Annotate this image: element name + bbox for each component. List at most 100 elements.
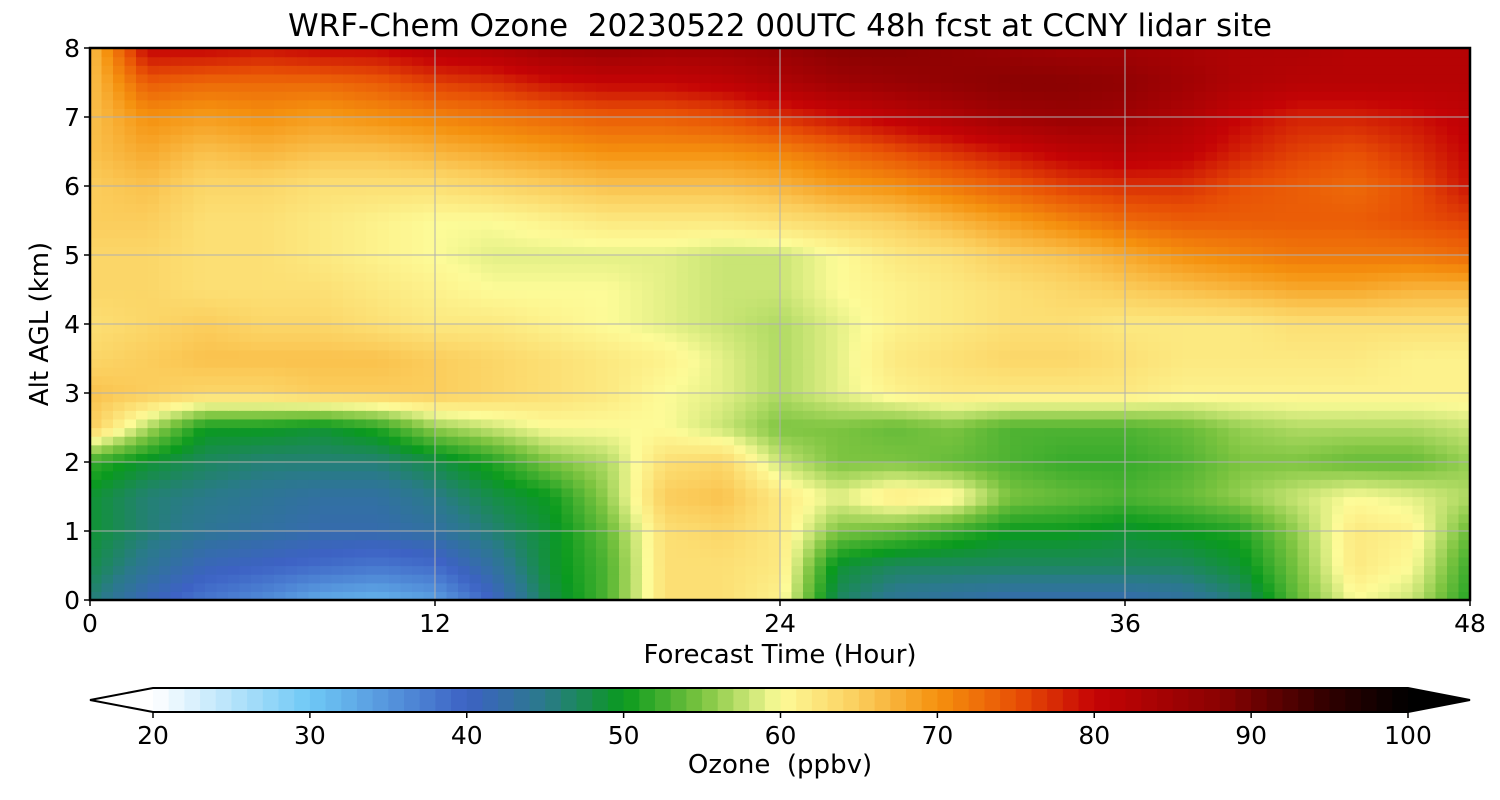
- heatmap-cell: [159, 496, 172, 506]
- heatmap-cell: [607, 487, 620, 498]
- heatmap-cell: [803, 548, 816, 558]
- heatmap-cell: [228, 513, 241, 523]
- heatmap-cell: [607, 565, 620, 575]
- heatmap-cell: [1148, 539, 1161, 549]
- heatmap-cell: [665, 479, 678, 489]
- heatmap-cell: [1125, 332, 1138, 342]
- heatmap-cell: [826, 289, 839, 299]
- heatmap-cell: [1171, 470, 1184, 480]
- heatmap-cell: [883, 444, 896, 454]
- heatmap-cell: [918, 427, 931, 437]
- heatmap-cell: [1458, 324, 1470, 334]
- heatmap-cell: [895, 349, 908, 360]
- heatmap-cell: [481, 298, 494, 308]
- heatmap-cell: [1401, 324, 1414, 334]
- heatmap-cell: [1458, 574, 1470, 584]
- heatmap-cell: [412, 237, 425, 247]
- heatmap-cell: [377, 582, 390, 592]
- heatmap-cell: [435, 531, 448, 541]
- heatmap-cell: [941, 496, 954, 506]
- heatmap-cell: [1240, 358, 1253, 368]
- heatmap-cell: [423, 315, 436, 325]
- heatmap-cell: [964, 556, 977, 567]
- heatmap-cell: [136, 591, 149, 600]
- heatmap-cell: [941, 548, 954, 558]
- heatmap-cell: [1205, 306, 1218, 316]
- heatmap-cell: [446, 574, 459, 584]
- heatmap-cell: [113, 479, 126, 489]
- heatmap-cell: [1228, 444, 1241, 454]
- heatmap-cell: [1182, 246, 1195, 256]
- heatmap-cell: [676, 453, 689, 463]
- heatmap-cell: [228, 531, 241, 541]
- heatmap-cell: [1090, 255, 1103, 265]
- heatmap-cell: [596, 341, 609, 351]
- heatmap-cell: [1159, 565, 1172, 575]
- heatmap-cell: [113, 384, 126, 394]
- heatmap-cell: [193, 582, 206, 592]
- heatmap-cell: [1424, 289, 1437, 299]
- heatmap-cell: [239, 349, 252, 360]
- heatmap-cell: [642, 306, 655, 316]
- heatmap-cell: [1320, 548, 1333, 558]
- heatmap-cell: [354, 280, 367, 291]
- heatmap-cell: [1355, 375, 1368, 385]
- heatmap-cell: [998, 444, 1011, 454]
- heatmap-cell: [1067, 470, 1080, 480]
- heatmap-cell: [653, 574, 666, 584]
- heatmap-cell: [377, 470, 390, 480]
- heatmap-cell: [860, 289, 873, 299]
- heatmap-cell: [435, 332, 448, 342]
- heatmap-cell: [872, 349, 885, 360]
- heatmap-cell: [469, 453, 482, 463]
- heatmap-cell: [412, 418, 425, 429]
- heatmap-cell: [860, 574, 873, 584]
- heatmap-cell: [515, 505, 528, 515]
- heatmap-cell: [320, 565, 333, 575]
- heatmap-cell: [274, 289, 287, 299]
- heatmap-cell: [170, 470, 183, 480]
- heatmap-cell: [492, 479, 505, 489]
- heatmap-cell: [90, 237, 103, 247]
- heatmap-cell: [1435, 332, 1448, 342]
- heatmap-cell: [1182, 565, 1195, 575]
- heatmap-cell: [561, 384, 574, 394]
- heatmap-cell: [895, 582, 908, 592]
- heatmap-cell: [1343, 444, 1356, 454]
- heatmap-cell: [538, 487, 551, 498]
- heatmap-cell: [1010, 548, 1023, 558]
- heatmap-cell: [343, 556, 356, 567]
- heatmap-cell: [274, 582, 287, 592]
- heatmap-cell: [1217, 574, 1230, 584]
- heatmap-cell: [1447, 436, 1460, 446]
- heatmap-cell: [941, 315, 954, 325]
- heatmap-cell: [1366, 479, 1379, 489]
- heatmap-cell: [389, 531, 402, 541]
- heatmap-cell: [90, 263, 103, 273]
- heatmap-cell: [630, 513, 643, 523]
- heatmap-cell: [1194, 531, 1207, 541]
- heatmap-cell: [998, 358, 1011, 368]
- heatmap-cell: [584, 237, 597, 247]
- heatmap-cell: [308, 272, 321, 282]
- heatmap-cell: [676, 306, 689, 316]
- heatmap-cell: [745, 263, 758, 273]
- heatmap-cell: [320, 280, 333, 291]
- heatmap-cell: [170, 418, 183, 429]
- heatmap-cell: [331, 246, 344, 256]
- heatmap-cell: [619, 556, 632, 567]
- heatmap-cell: [1378, 565, 1391, 575]
- heatmap-cell: [1263, 487, 1276, 498]
- heatmap-cell: [1010, 349, 1023, 360]
- heatmap-cell: [435, 255, 448, 265]
- heatmap-cell: [101, 539, 114, 549]
- heatmap-cell: [377, 410, 390, 420]
- heatmap-cell: [906, 505, 919, 515]
- heatmap-cell: [435, 574, 448, 584]
- heatmap-cell: [400, 582, 413, 592]
- heatmap-cell: [469, 306, 482, 316]
- heatmap-cell: [665, 548, 678, 558]
- heatmap-cell: [791, 565, 804, 575]
- heatmap-cell: [929, 539, 942, 549]
- heatmap-cell: [814, 272, 827, 282]
